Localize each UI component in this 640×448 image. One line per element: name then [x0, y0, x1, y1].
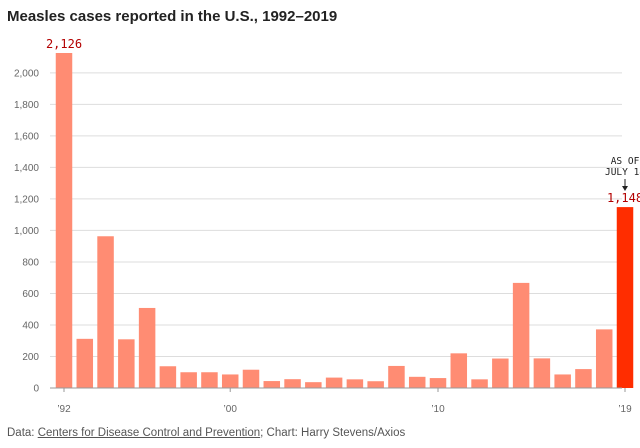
annotation-text: JULY 18 — [605, 167, 640, 178]
source-suffix: ; Chart: Harry Stevens/Axios — [260, 427, 406, 439]
bar-2001 — [242, 369, 260, 388]
bar-2015 — [533, 358, 551, 388]
bar-1996 — [138, 307, 156, 388]
x-tick-label: ’92 — [57, 404, 71, 415]
annotation-text: AS OF — [611, 156, 640, 167]
bar-1997 — [159, 366, 177, 388]
bar-2005 — [325, 377, 343, 388]
y-tick-label: 1,800 — [14, 100, 39, 111]
y-tick-label: 200 — [22, 352, 39, 363]
bar-2000 — [221, 374, 239, 388]
bar-2012 — [471, 379, 488, 388]
y-tick-label: 400 — [22, 320, 39, 331]
bar-1999 — [201, 372, 218, 388]
y-tick-label: 1,200 — [14, 194, 39, 205]
bar-2004 — [305, 382, 322, 388]
y-axis-ticks: 0 200 400 600 800 1,000 1,200 1,400 1,600 1,800 2,… — [14, 68, 39, 394]
bar-2011 — [450, 353, 468, 388]
x-axis: ’92 ’00 ’10 ’19 — [50, 387, 632, 415]
source-link[interactable]: Centers for Disease Control and Preventi… — [37, 427, 261, 439]
y-tick-label: 1,600 — [14, 131, 39, 142]
y-tick-label: 600 — [22, 289, 39, 300]
chart-title: Measles cases reported in the U.S., 1992… — [7, 8, 338, 25]
data-label-2019: 1,148 — [607, 191, 640, 205]
bar-1992 — [55, 53, 73, 388]
bar-2010 — [429, 378, 447, 388]
x-tick-label: ’19 — [618, 404, 632, 415]
bar-2006 — [346, 379, 364, 388]
bar-2018 — [595, 329, 613, 388]
bar-1995 — [118, 339, 135, 388]
data-labels: 2,126 1,148 — [46, 37, 640, 205]
y-tick-label: 1,400 — [14, 163, 39, 174]
bar-2016 — [554, 374, 571, 388]
source-prefix: Data: — [7, 427, 38, 439]
bar-2017 — [575, 369, 592, 388]
bar-2007 — [367, 381, 384, 388]
bar-2013 — [492, 358, 509, 388]
x-tick-label: ’00 — [224, 404, 238, 415]
bar-1994 — [97, 236, 114, 388]
bars — [55, 53, 634, 388]
gridlines — [50, 72, 622, 357]
source-credit: Data: Centers for Disease Control and Pr… — [7, 427, 405, 439]
bar-1998 — [180, 372, 197, 388]
bar-2003 — [284, 379, 301, 388]
y-tick-label: 2,000 — [14, 68, 39, 79]
x-tick-label: ’10 — [431, 404, 445, 415]
arrow-down-icon — [622, 186, 628, 191]
bar-2009 — [408, 376, 426, 388]
bar-2014 — [512, 282, 530, 388]
y-tick-label: 0 — [33, 384, 39, 395]
y-tick-label: 800 — [22, 257, 39, 268]
data-label-1992: 2,126 — [46, 37, 82, 51]
bar-2002 — [263, 381, 281, 388]
y-tick-label: 1,000 — [14, 226, 39, 237]
bar-1993 — [76, 338, 94, 388]
bar-2008 — [388, 365, 405, 388]
bar-2019 — [616, 207, 634, 388]
